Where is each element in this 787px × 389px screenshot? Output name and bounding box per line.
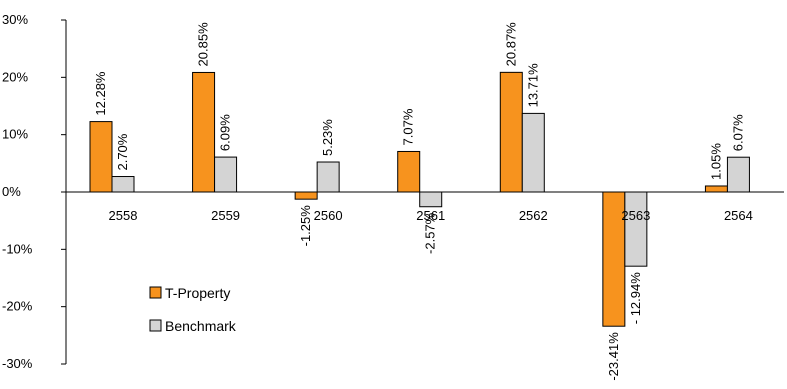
bar-t-property-2560: [294, 191, 318, 200]
y-tick-label: 30%: [2, 12, 28, 27]
legend-label: Benchmark: [165, 318, 237, 334]
data-label: - 12.94%: [628, 272, 643, 324]
bar-t-property-2564: [704, 185, 728, 193]
y-tick-label: -20%: [2, 299, 33, 314]
data-labels: 2558 12.28% 2.70% 2559 20.85% 6.09% 2560-1.25%…: [93, 22, 753, 381]
legend-swatch: [149, 286, 162, 299]
x-tick-label: 2562: [519, 208, 548, 223]
legend: T-Property Benchmark: [149, 285, 237, 334]
data-label: -2.57%: [423, 212, 438, 254]
x-tick-label: 2558: [109, 208, 138, 223]
bar-benchmark-2563: [624, 191, 648, 267]
data-label: 6.09%: [218, 114, 233, 151]
legend-label: T-Property: [165, 285, 230, 301]
bar-benchmark-2558: [111, 176, 135, 193]
data-label: 2.70%: [115, 133, 130, 170]
data-label: -23.41%: [606, 332, 621, 381]
x-tick-label: 2564: [724, 208, 753, 223]
bar-t-property-2562: [499, 71, 523, 193]
bars: [89, 71, 750, 327]
x-tick-label: 2559: [211, 208, 240, 223]
data-label: 7.07%: [401, 108, 416, 145]
data-label: 20.85%: [196, 22, 211, 67]
bar-benchmark-2564: [726, 156, 750, 193]
y-tick-label: 10%: [2, 127, 28, 142]
data-label: 12.28%: [93, 71, 108, 116]
x-tick-label: 2561: [416, 208, 445, 223]
axes: 30% 20% 10% 0% -10% -20% -30%: [2, 12, 784, 371]
bar-t-property-2559: [192, 71, 216, 193]
bar-benchmark-2561: [419, 191, 443, 208]
data-label: 13.71%: [525, 63, 540, 108]
data-label: 6.07%: [730, 114, 745, 151]
x-tick-label: 2560: [314, 208, 343, 223]
x-tick-label: 2563: [621, 208, 650, 223]
bar-benchmark-2559: [214, 156, 238, 193]
bar-t-property-2558: [89, 121, 113, 193]
y-tick-label: -30%: [2, 356, 33, 371]
data-label: 1.05%: [708, 143, 723, 180]
data-label: 5.23%: [320, 119, 335, 156]
bar-t-property-2561: [397, 150, 421, 193]
y-tick-label: 20%: [2, 69, 28, 84]
data-label: 20.87%: [503, 22, 518, 67]
bar-benchmark-2562: [521, 112, 545, 193]
y-tick-label: -10%: [2, 241, 33, 256]
y-tick-label: 0%: [2, 184, 21, 199]
data-label: -1.25%: [298, 205, 313, 247]
bar-benchmark-2560: [316, 161, 340, 193]
legend-swatch: [149, 319, 162, 332]
